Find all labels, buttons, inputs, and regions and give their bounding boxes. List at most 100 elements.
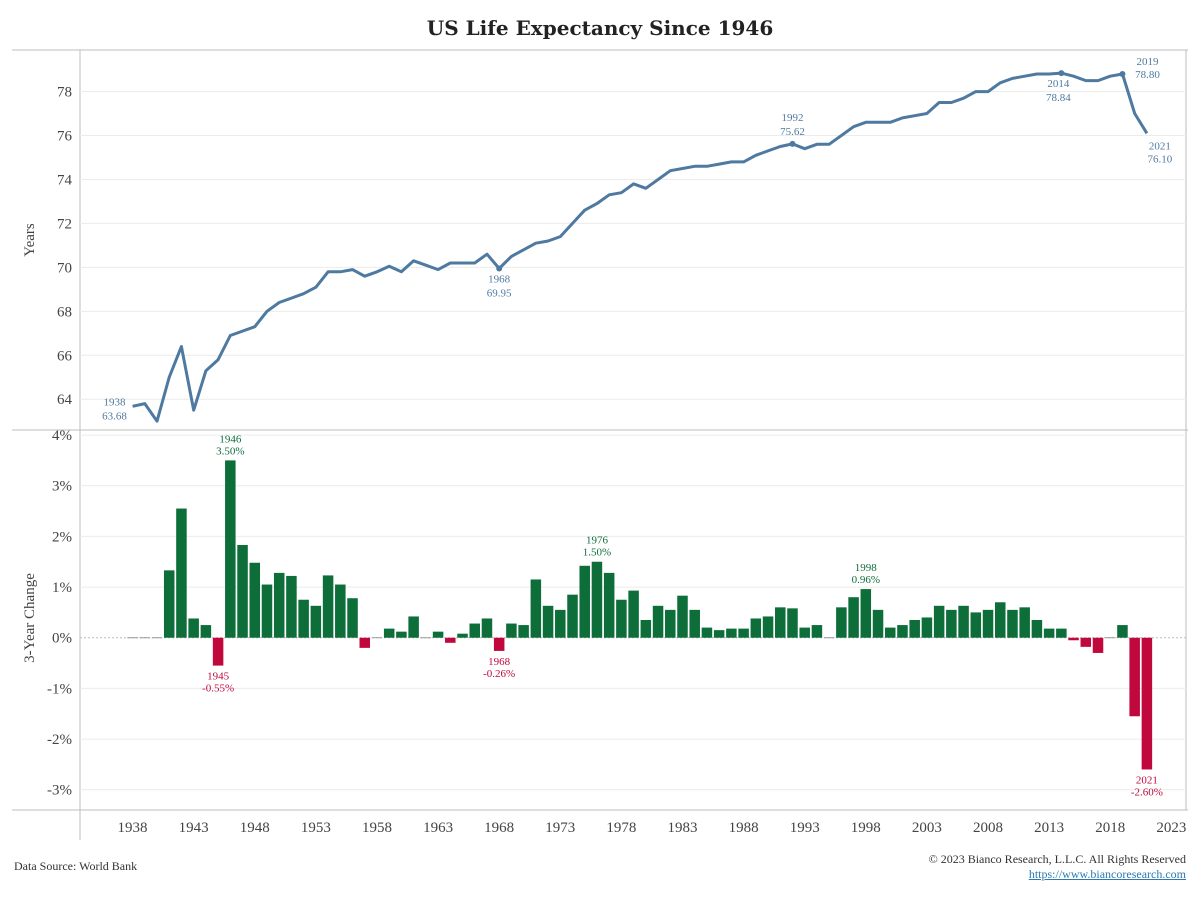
x-tick-label: 2013 bbox=[1034, 820, 1064, 836]
bar bbox=[750, 618, 762, 638]
bar bbox=[420, 637, 432, 639]
data-source-note: Data Source: World Bank bbox=[14, 859, 138, 873]
annotation-year: 1976 bbox=[586, 535, 609, 547]
line-series bbox=[132, 71, 1149, 423]
x-tick-label: 2008 bbox=[973, 820, 1003, 836]
annotation-value: -0.55% bbox=[202, 683, 234, 695]
top-panel-annotations: 1938 63.68 1968 69.95 1992 75.62 2014 78.84 2019… bbox=[102, 56, 1173, 422]
annotation-value: 0.96% bbox=[852, 574, 880, 586]
bar bbox=[994, 602, 1006, 638]
x-tick-label: 1988 bbox=[729, 820, 759, 836]
bar bbox=[591, 561, 603, 638]
bar bbox=[799, 627, 810, 638]
bottom-panel-y-axis: -3% -2% -1% 0% 1% 2% 3% 4% bbox=[47, 428, 72, 799]
chart-title: US Life Expectancy Since 1946 bbox=[426, 16, 774, 40]
bar bbox=[1104, 637, 1116, 639]
bar bbox=[408, 616, 419, 638]
y-tick-label: 66 bbox=[57, 348, 73, 364]
bar bbox=[762, 616, 774, 638]
y-tick-label: -1% bbox=[47, 681, 72, 697]
bar bbox=[665, 609, 676, 638]
y-tick-label: 2% bbox=[52, 529, 72, 545]
annotation-value: 75.62 bbox=[780, 126, 805, 138]
top-y-axis-label: Years bbox=[22, 223, 38, 257]
bar bbox=[970, 612, 982, 638]
bar bbox=[1117, 625, 1128, 638]
bar bbox=[603, 572, 615, 638]
bar bbox=[212, 637, 224, 666]
annotation-value: 3.50% bbox=[216, 445, 244, 457]
bar bbox=[127, 637, 138, 639]
annotation-year: 2019 bbox=[1136, 56, 1159, 68]
annotation-marker bbox=[496, 265, 503, 272]
bar bbox=[897, 625, 908, 638]
bar bbox=[469, 623, 480, 638]
bar bbox=[530, 579, 542, 638]
bar bbox=[1080, 637, 1092, 647]
annotation-value: 78.80 bbox=[1135, 69, 1160, 81]
bar bbox=[848, 597, 859, 638]
annotation-year: 1946 bbox=[219, 433, 242, 445]
bar bbox=[200, 625, 212, 638]
bar bbox=[836, 607, 847, 638]
bar bbox=[542, 605, 554, 638]
bar bbox=[225, 460, 236, 638]
bar bbox=[432, 631, 444, 638]
website-link[interactable]: https://www.biancoresearch.com bbox=[1028, 867, 1186, 881]
bar bbox=[689, 609, 700, 638]
y-tick-label: 72 bbox=[57, 216, 72, 232]
annotation-year: 1992 bbox=[781, 112, 803, 124]
x-tick-label: 2003 bbox=[912, 820, 942, 836]
bar bbox=[860, 589, 872, 638]
bar bbox=[567, 594, 578, 638]
x-tick-label: 1973 bbox=[545, 820, 575, 836]
bar bbox=[946, 609, 957, 638]
bar bbox=[884, 627, 896, 638]
annotation-year: 1998 bbox=[855, 562, 878, 574]
bar bbox=[163, 570, 175, 638]
annotation-year: 1968 bbox=[488, 273, 511, 285]
bar bbox=[909, 620, 920, 638]
y-tick-label: 3% bbox=[52, 479, 72, 495]
y-tick-label: 68 bbox=[57, 304, 72, 320]
annotation-year: 2021 bbox=[1136, 774, 1158, 786]
annotation-value: 1.50% bbox=[583, 547, 611, 559]
bar bbox=[982, 609, 994, 638]
x-tick-label: 1953 bbox=[301, 820, 331, 836]
y-tick-label: -2% bbox=[47, 732, 72, 748]
bar bbox=[1019, 607, 1030, 638]
annotation-value: 78.84 bbox=[1046, 92, 1071, 104]
annotation-year: 1938 bbox=[104, 396, 127, 408]
annotation-year: 2021 bbox=[1149, 140, 1171, 152]
x-tick-label: 1963 bbox=[423, 820, 453, 836]
x-tick-label: 1968 bbox=[484, 820, 514, 836]
bar bbox=[249, 562, 261, 638]
annotation-value: -2.60% bbox=[1131, 786, 1163, 798]
y-tick-label: 78 bbox=[57, 85, 72, 101]
x-tick-label: 2023 bbox=[1156, 820, 1186, 836]
x-tick-label: 1938 bbox=[118, 820, 148, 836]
top-panel-y-axis: 64 66 68 70 72 74 76 78 bbox=[57, 85, 73, 409]
bar bbox=[1007, 609, 1018, 638]
bar bbox=[958, 605, 969, 638]
bar bbox=[933, 605, 945, 638]
annotation-year: 2014 bbox=[1047, 78, 1070, 90]
bar bbox=[493, 637, 505, 651]
annotation-marker bbox=[789, 140, 796, 147]
bar bbox=[237, 545, 248, 638]
annotation-marker bbox=[1119, 70, 1126, 77]
bar bbox=[1129, 637, 1140, 717]
bar bbox=[139, 637, 151, 639]
bar bbox=[677, 595, 688, 638]
annotation-value: 63.68 bbox=[102, 410, 127, 422]
annotation-marker bbox=[1058, 70, 1065, 77]
bar bbox=[823, 637, 835, 639]
bar bbox=[383, 628, 395, 638]
x-tick-label: 1948 bbox=[240, 820, 270, 836]
x-axis: 1938 1943 1948 1953 1958 1963 1968 1973 1978 1983… bbox=[118, 820, 1187, 836]
bar bbox=[176, 508, 187, 638]
y-tick-label: 0% bbox=[52, 631, 72, 647]
x-tick-label: 1958 bbox=[362, 820, 392, 836]
bar bbox=[1043, 628, 1055, 638]
